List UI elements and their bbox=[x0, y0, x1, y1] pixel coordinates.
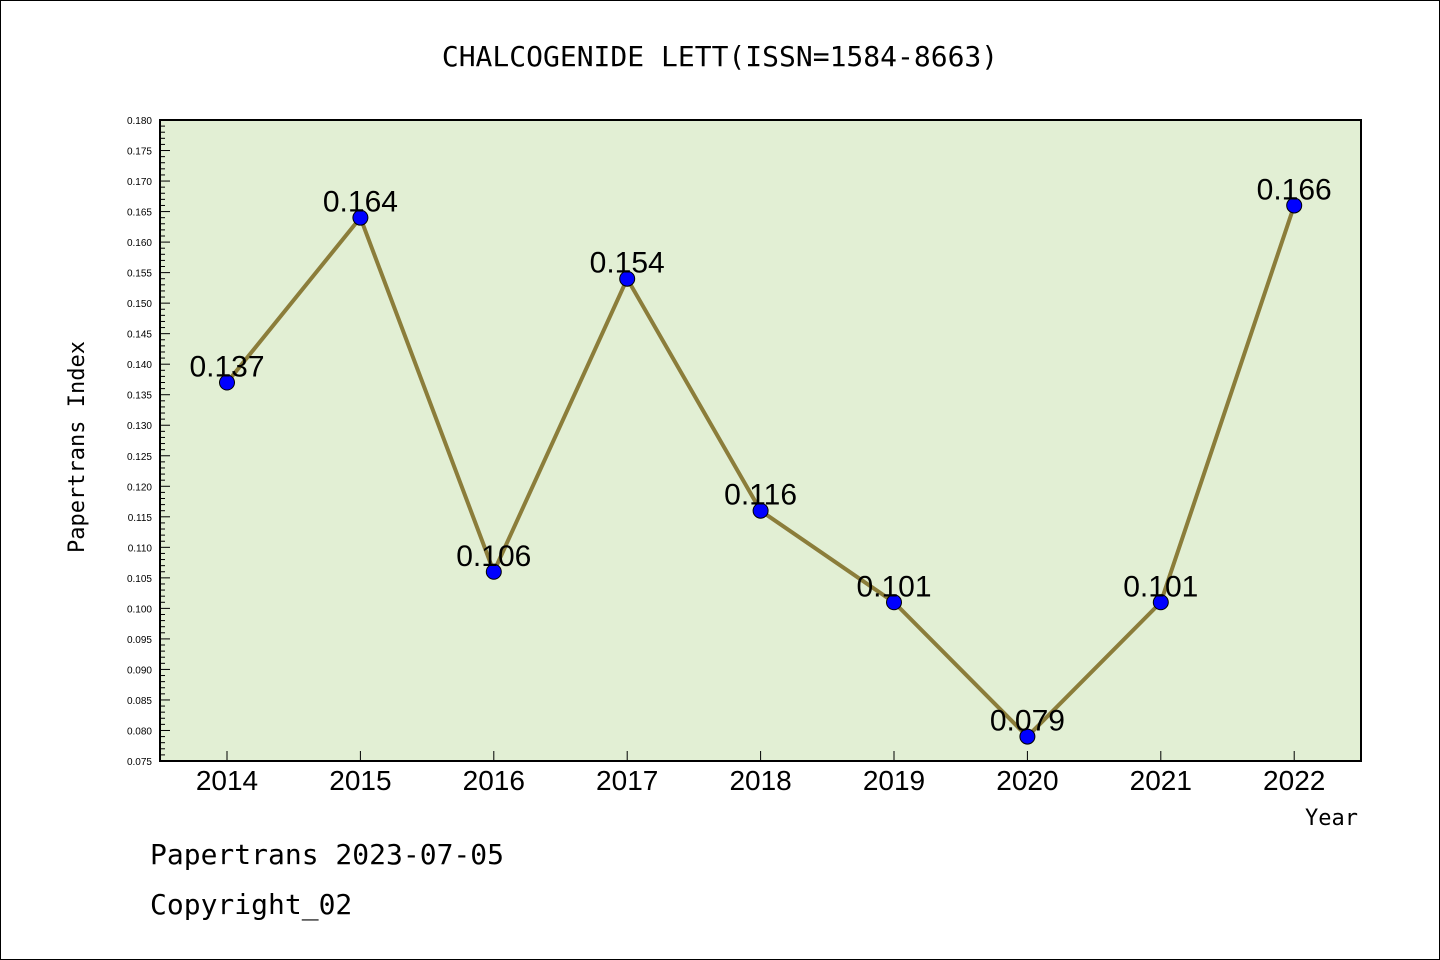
y-tick-label: 0.105 bbox=[127, 574, 152, 585]
y-tick-label: 0.130 bbox=[127, 421, 152, 432]
x-tick-label: 2015 bbox=[329, 765, 391, 796]
data-point-marker bbox=[619, 270, 636, 287]
data-point-marker bbox=[485, 563, 502, 580]
data-labels: 0.137 0.164 0.106 0.154 0.116 0.101 0.079 0.101… bbox=[189, 173, 1331, 737]
x-tick-label: 2017 bbox=[596, 765, 658, 796]
y-tick-label: 0.085 bbox=[127, 696, 152, 707]
y-tick-label: 0.180 bbox=[127, 116, 152, 127]
y-tick-label: 0.100 bbox=[127, 604, 152, 615]
data-label: 0.101 bbox=[856, 570, 931, 603]
data-point-marker bbox=[352, 209, 369, 226]
data-label: 0.106 bbox=[456, 540, 531, 573]
data-label: 0.166 bbox=[1257, 173, 1332, 206]
data-point-marker bbox=[886, 594, 902, 611]
y-tick-label: 0.135 bbox=[127, 391, 152, 402]
data-label: 0.137 bbox=[189, 351, 264, 384]
y-tick-label: 0.150 bbox=[127, 299, 152, 310]
data-label: 0.101 bbox=[1123, 570, 1198, 603]
y-tick-label: 0.110 bbox=[128, 543, 153, 554]
y-tick-label: 0.155 bbox=[127, 269, 152, 280]
y-tick-label: 0.075 bbox=[127, 757, 152, 768]
y-tick-label: 0.080 bbox=[127, 726, 152, 737]
y-tick-label: 0.175 bbox=[127, 147, 152, 158]
data-point-marker bbox=[1286, 197, 1303, 214]
y-tick-label: 0.115 bbox=[128, 513, 153, 524]
y-tick-label: 0.165 bbox=[127, 208, 152, 219]
x-tick-label: 2020 bbox=[996, 765, 1058, 796]
x-axis-label: Year bbox=[1305, 806, 1358, 831]
y-tick-label: 0.095 bbox=[127, 635, 152, 646]
y-tick-label: 0.145 bbox=[127, 330, 152, 341]
data-label: 0.164 bbox=[323, 186, 398, 219]
y-axis-label: Papertrans Index bbox=[65, 341, 90, 553]
data-point-marker bbox=[1152, 594, 1169, 611]
x-axis-ticks: 2014 2015 2016 2017 2018 2019 2020 2021 2022 bbox=[196, 751, 1325, 796]
data-label: 0.154 bbox=[590, 247, 665, 280]
y-tick-label: 0.170 bbox=[127, 177, 152, 188]
data-point-marker bbox=[1019, 728, 1036, 745]
x-tick-label: 2016 bbox=[463, 765, 525, 796]
y-tick-label: 0.125 bbox=[127, 452, 152, 463]
data-label: 0.079 bbox=[990, 705, 1065, 738]
y-tick-label: 0.120 bbox=[127, 482, 152, 493]
x-tick-label: 2022 bbox=[1263, 765, 1325, 796]
data-point-marker bbox=[219, 374, 235, 391]
y-tick-label: 0.140 bbox=[127, 360, 152, 371]
x-tick-label: 2021 bbox=[1130, 765, 1192, 796]
x-tick-label: 2014 bbox=[196, 765, 258, 796]
y-tick-label: 0.160 bbox=[127, 238, 152, 249]
footer-date: Papertrans 2023-07-05 bbox=[150, 838, 504, 871]
x-tick-label: 2018 bbox=[729, 765, 791, 796]
plot-area bbox=[159, 119, 1362, 762]
y-tick-label: 0.090 bbox=[127, 665, 152, 676]
series-line bbox=[219, 197, 1303, 745]
x-tick-label: 2019 bbox=[863, 765, 925, 796]
data-point-marker bbox=[752, 502, 769, 519]
y-axis-ticks: 0.075 0.080 0.085 0.090 0.095 0.100 0.105 0.110… bbox=[127, 116, 170, 768]
footer-copyright: Copyright_02 bbox=[150, 888, 352, 922]
data-label: 0.116 bbox=[724, 479, 797, 512]
chart-title: CHALCOGENIDE LETT(ISSN=1584-8663) bbox=[442, 40, 998, 73]
